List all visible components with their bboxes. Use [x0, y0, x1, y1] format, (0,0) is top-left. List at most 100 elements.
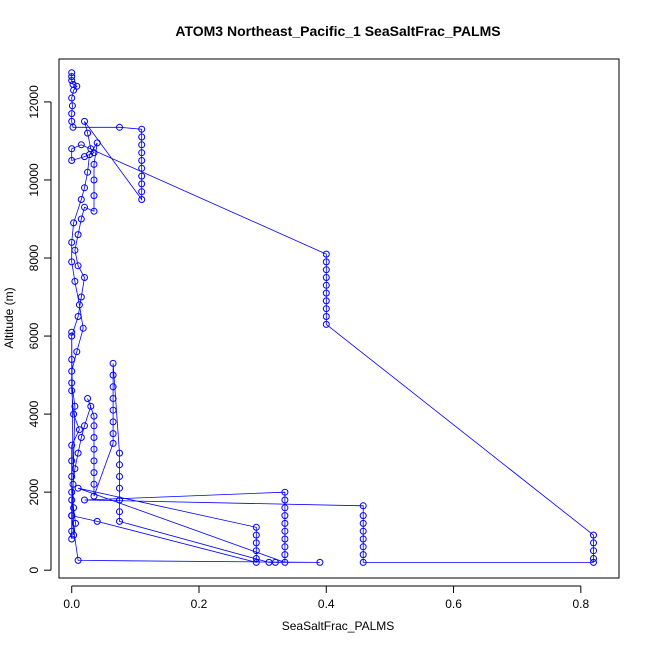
data-point: [70, 219, 78, 227]
data-point: [71, 465, 79, 473]
x-tick-label: 0.6: [445, 597, 462, 611]
data-point: [109, 439, 117, 447]
data-point: [68, 387, 76, 395]
data-point: [68, 94, 76, 102]
data-point: [116, 461, 123, 469]
data-point: [359, 551, 367, 559]
data-point: [68, 496, 76, 504]
data-point: [316, 558, 324, 566]
data-point: [68, 110, 76, 118]
data-point: [90, 176, 98, 184]
data-point: [75, 426, 83, 434]
data-point: [68, 379, 76, 387]
data-point: [322, 305, 330, 313]
data-point: [322, 289, 330, 297]
data-point: [359, 527, 367, 535]
data-point: [116, 484, 123, 492]
data-point: [68, 457, 76, 465]
data-point: [90, 149, 98, 157]
data-point: [359, 558, 367, 566]
data-point: [116, 449, 123, 457]
data-point: [68, 356, 76, 363]
data-point: [68, 77, 76, 84]
data-point: [69, 123, 77, 131]
data-point: [71, 277, 79, 285]
data-point: [281, 558, 289, 566]
data-point: [68, 367, 76, 375]
data-point: [281, 543, 289, 551]
data-point: [109, 395, 117, 402]
data-point: [87, 402, 95, 410]
data-point: [86, 151, 93, 159]
data-point: [84, 395, 92, 402]
data-point: [590, 555, 597, 562]
data-point: [68, 535, 76, 543]
data-point: [90, 207, 98, 215]
data-point: [138, 125, 146, 133]
data-point: [68, 73, 76, 81]
data-point: [90, 480, 98, 488]
data-point: [68, 258, 76, 266]
data-point: [93, 139, 101, 147]
data-point: [74, 262, 82, 270]
data-point: [68, 102, 76, 110]
data-point: [322, 250, 330, 258]
y-tick-label: 4000: [27, 400, 41, 427]
data-point: [116, 508, 123, 516]
data-point: [138, 141, 146, 149]
data-point: [90, 492, 98, 500]
data-point: [590, 558, 597, 566]
data-point: [359, 502, 367, 510]
data-point: [74, 449, 82, 457]
data-point: [81, 496, 88, 504]
data-point: [252, 531, 260, 539]
data-point: [281, 488, 289, 496]
series-line: [71, 72, 594, 563]
data-point: [252, 555, 260, 562]
data-point: [69, 480, 77, 488]
data-point: [70, 410, 78, 418]
data-point: [90, 192, 98, 200]
data-point: [70, 86, 78, 94]
data-point: [359, 535, 367, 543]
data-point: [73, 348, 81, 356]
data-point: [90, 469, 98, 477]
data-point: [109, 406, 117, 414]
data-point: [74, 231, 82, 239]
data-point: [68, 328, 76, 336]
data-point: [68, 441, 76, 449]
y-tick-label: 12000: [27, 85, 41, 119]
x-tick-label: 0.8: [572, 597, 589, 611]
data-point: [81, 274, 88, 281]
data-point: [252, 523, 260, 531]
data-point: [74, 556, 82, 564]
data-point: [70, 504, 78, 512]
data-point: [68, 473, 76, 480]
y-axis-label: Altitude (m): [2, 287, 16, 348]
data-point: [77, 293, 85, 301]
data-point: [138, 157, 146, 164]
data-point: [322, 258, 330, 266]
data-point: [281, 504, 289, 512]
data-point: [90, 445, 98, 453]
data-point: [281, 512, 289, 520]
data-point: [359, 512, 367, 520]
data-point: [116, 473, 123, 480]
data-point: [322, 297, 330, 305]
data-point: [68, 157, 76, 164]
data-point: [77, 434, 85, 441]
data-point: [265, 558, 273, 566]
x-tick-label: 0.0: [63, 597, 80, 611]
data-point: [590, 531, 597, 539]
data-point: [93, 517, 101, 525]
data-point: [90, 434, 98, 441]
plot-frame: [58, 58, 620, 579]
data-point: [281, 535, 289, 543]
data-point: [138, 164, 146, 172]
y-tick-label: 2000: [27, 478, 41, 505]
data-point: [74, 313, 82, 320]
y-tick-label: 6000: [27, 322, 41, 349]
